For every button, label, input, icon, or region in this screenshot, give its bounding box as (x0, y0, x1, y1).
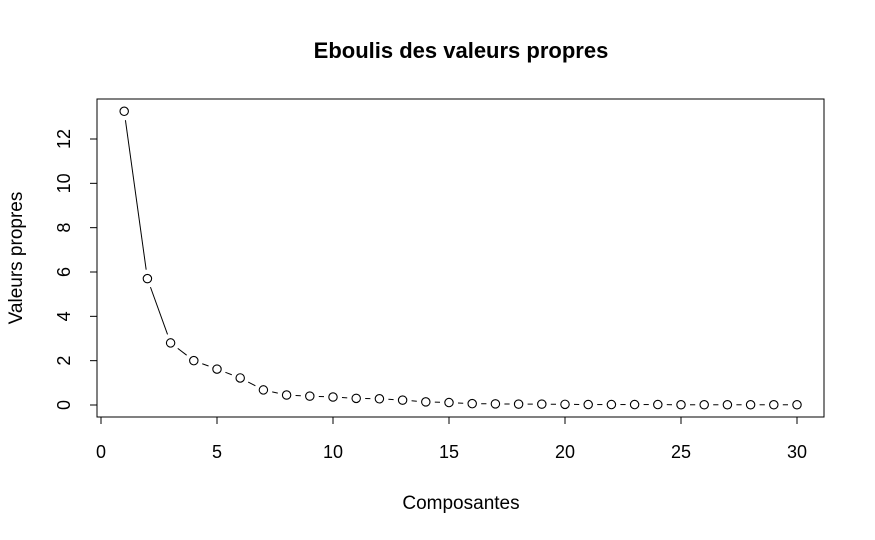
data-point (653, 399, 663, 410)
y-tick-label: 12 (54, 129, 74, 149)
data-point (676, 400, 686, 410)
y-tick-label: 6 (54, 267, 74, 277)
data-point (490, 399, 501, 409)
x-axis-label: Composantes (402, 493, 519, 514)
data-point (467, 398, 477, 409)
data-point (560, 399, 570, 410)
y-axis-label: Valeurs propres (6, 192, 27, 325)
data-point (397, 395, 408, 405)
x-axis: 0 5 10 15 20 25 30 (96, 416, 807, 462)
data-point (606, 399, 617, 410)
data-point (281, 390, 292, 400)
data-point (189, 355, 199, 366)
data-point (745, 400, 756, 410)
data-point (305, 391, 315, 401)
data-point (374, 394, 385, 404)
data-point (583, 399, 593, 410)
data-point (235, 373, 245, 383)
y-tick-label: 4 (54, 311, 74, 321)
data-point (212, 364, 222, 374)
series-segment (202, 363, 209, 367)
data-point (629, 399, 640, 410)
x-tick-label: 30 (787, 442, 807, 462)
data-point (328, 392, 338, 402)
y-tick-label: 0 (54, 400, 74, 410)
y-tick-label: 8 (54, 223, 74, 233)
y-tick-label: 2 (54, 356, 74, 366)
chart-title: Eboulis des valeurs propres (314, 38, 609, 63)
data-point (444, 397, 454, 408)
data-point (792, 400, 802, 410)
x-tick-label: 5 (212, 442, 222, 462)
x-tick-label: 15 (439, 442, 459, 462)
data-point (142, 273, 153, 284)
data-point (537, 399, 547, 409)
data-point (722, 400, 733, 410)
data-point (165, 338, 176, 348)
y-axis: 0 2 4 6 8 10 12 (54, 129, 98, 410)
y-tick-label: 10 (54, 173, 74, 193)
data-point (258, 385, 269, 395)
series-segment (149, 286, 169, 335)
data-point (699, 400, 709, 410)
series-points (119, 106, 802, 410)
series-segment (272, 391, 278, 394)
series-segment (124, 120, 147, 270)
data-point (351, 393, 361, 404)
data-point (119, 106, 129, 117)
plot-frame (96, 98, 825, 418)
series-segment (247, 381, 256, 387)
x-tick-label: 25 (671, 442, 691, 462)
series-segment (177, 348, 187, 356)
series-lines (124, 120, 788, 406)
data-point (421, 397, 431, 407)
x-tick-label: 0 (96, 442, 106, 462)
data-point (769, 400, 779, 410)
x-tick-label: 10 (323, 442, 343, 462)
x-tick-label: 20 (555, 442, 575, 462)
data-point (513, 399, 524, 409)
series-segment (225, 371, 232, 376)
